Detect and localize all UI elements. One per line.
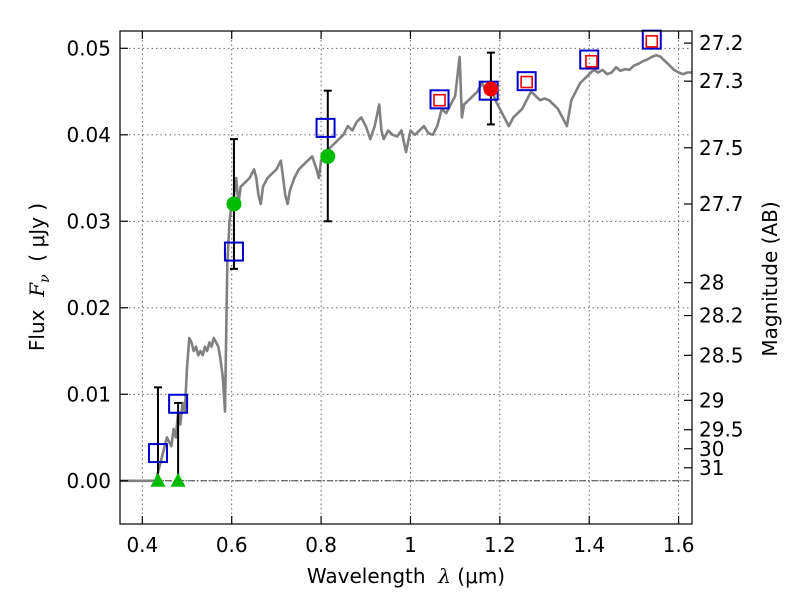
magnitude-tick-label: 28.5 [699,343,744,367]
plot-area [120,53,692,483]
observed-flux-square [585,54,598,68]
y-tick-label: 0.01 [66,382,111,406]
observed-flux-square [645,35,659,48]
model-flux-square [147,443,168,464]
magnitude-tick-label: 27.7 [699,192,744,216]
magnitude-axis-title: Magnitude (AB) [758,201,782,356]
observed-flux-square [520,75,533,89]
y-tick-label: 0.03 [66,209,111,233]
y-tick-label: 0.02 [66,296,111,320]
spectrum-line [120,53,692,483]
y-tick-label: 0.00 [66,469,111,493]
observed-flux-point [320,148,336,164]
x-tick-label: 1 [404,533,417,557]
model-flux-square [315,117,336,138]
magnitude-tick-label: 27.5 [699,136,744,160]
model-flux-square [223,241,244,262]
magnitude-tick-label: 28 [699,271,724,295]
axis-ticks: 0.4 0.6 0.8 1 1.2 1.4 1.6 0.00 0.01 0.02 0.03 0.04 0… [66,31,744,557]
model-flux-square [168,393,189,414]
observed-flux-point [226,196,242,212]
magnitude-tick-label: 29.5 [699,418,744,442]
x-tick-label: 0.6 [216,533,248,557]
model-flux-square [579,49,600,70]
y-tick-label: 0.04 [66,123,111,147]
x-tick-label: 1.2 [484,533,516,557]
y-axis-title: Flux Fν ( μJy ) [25,203,53,351]
x-tick-label: 1.4 [573,533,605,557]
magnitude-tick-label: 30 [699,437,724,461]
model-flux-square [429,89,450,110]
x-tick-label: 0.4 [126,533,158,557]
observed-flux-square [433,93,446,107]
x-axis-title: Wavelength λ (μm) [307,564,505,588]
magnitude-tick-label: 28.2 [699,304,744,328]
magnitude-tick-label: 31 [699,456,724,480]
upper-limit-triangle [150,472,166,487]
observed-flux-point [483,81,499,97]
plot-frame [119,30,693,525]
x-tick-label: 0.8 [305,533,337,557]
magnitude-tick-label: 27.2 [699,31,744,55]
upper-limit-triangle [170,472,186,487]
model-flux-square [516,71,537,92]
x-tick-label: 1.6 [663,533,695,557]
y-tick-label: 0.05 [66,36,111,60]
magnitude-tick-label: 27.3 [699,69,744,93]
magnitude-tick-label: 29 [699,388,724,412]
